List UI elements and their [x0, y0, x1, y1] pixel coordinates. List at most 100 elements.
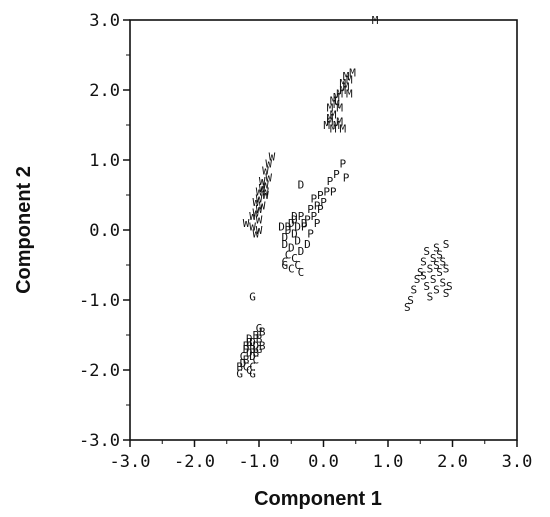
data-point-s: S — [436, 266, 443, 279]
data-point-b: B — [256, 333, 263, 346]
data-point-g: G — [236, 368, 243, 381]
data-point-p: P — [311, 210, 318, 223]
data-point-p: P — [314, 217, 321, 230]
data-point-m: M — [323, 119, 330, 132]
data-point-d: D — [298, 245, 305, 258]
data-point-s: S — [433, 242, 440, 255]
data-point-s: S — [440, 256, 447, 269]
y-tick-label: 2.0 — [89, 81, 120, 101]
data-point-c: C — [240, 350, 247, 363]
data-point-w: W — [256, 224, 263, 237]
data-point-c: C — [249, 361, 256, 374]
data-point-p: P — [340, 158, 347, 171]
data-point-w: W — [262, 179, 269, 192]
data-point-w: W — [252, 196, 259, 209]
data-point-s: S — [443, 263, 450, 276]
data-point-s: S — [440, 277, 447, 290]
data-point-m: M — [336, 102, 343, 115]
data-point-s: S — [436, 249, 443, 262]
data-point-s: S — [404, 301, 411, 314]
data-point-s: S — [420, 270, 427, 283]
data-point-d: D — [249, 350, 256, 363]
data-point-d: D — [278, 221, 285, 234]
data-point-s: S — [423, 245, 430, 258]
data-point-d: D — [281, 231, 288, 244]
data-point-d: D — [291, 210, 298, 223]
data-point-p: P — [333, 168, 340, 181]
data-point-d: D — [240, 357, 247, 370]
data-point-b: B — [249, 343, 256, 356]
data-point-w: W — [252, 207, 259, 220]
data-point-m: M — [372, 14, 379, 27]
data-point-d: D — [246, 347, 253, 360]
data-point-w: W — [243, 217, 250, 230]
data-point-d: D — [243, 343, 250, 356]
data-point-c: C — [243, 361, 250, 374]
data-point-w: W — [262, 165, 269, 178]
y-axis-title: Component 2 — [13, 166, 35, 294]
data-point-d: D — [291, 228, 298, 241]
data-point-d: D — [285, 224, 292, 237]
data-point-w: W — [259, 175, 266, 188]
data-point-g: G — [256, 322, 263, 335]
data-point-d: D — [285, 221, 292, 234]
data-point-b: B — [252, 347, 259, 360]
data-point-s: S — [414, 273, 421, 286]
axes: -3.0 -2.0 -1.0 0.0 1.0 2.0 3.0 3.0 2.0 1.0 0.0 -1.0… — [79, 11, 532, 472]
data-point-w: W — [262, 186, 269, 199]
data-point-d: D — [288, 217, 295, 230]
data-point-c: C — [288, 263, 295, 276]
data-point-p: P — [317, 203, 324, 216]
data-point-m: M — [327, 112, 334, 125]
data-point-m: M — [330, 109, 337, 122]
axis-labels: Component 1 Component 2 — [13, 166, 382, 510]
data-point-m: M — [330, 123, 337, 136]
x-tick-label: 1.0 — [373, 452, 404, 472]
data-point-p: P — [301, 221, 308, 234]
data-point-m: M — [343, 70, 350, 83]
data-point-d: D — [294, 221, 301, 234]
data-point-d: D — [249, 336, 256, 349]
data-point-p: P — [317, 189, 324, 202]
y-tick-label: 1.0 — [89, 151, 120, 171]
data-point-s: S — [443, 287, 450, 300]
y-tick-label: 0.0 — [89, 221, 120, 241]
data-point-m: M — [340, 123, 347, 136]
data-point-w: W — [269, 151, 276, 164]
data-point-d: D — [291, 214, 298, 227]
data-point-d: D — [294, 235, 301, 248]
data-point-b: B — [252, 329, 259, 342]
data-point-w: W — [256, 214, 263, 227]
data-point-s: S — [420, 256, 427, 269]
data-point-p: P — [314, 200, 321, 213]
data-point-p: P — [323, 186, 330, 199]
data-point-g: G — [281, 259, 288, 272]
data-point-g: G — [256, 343, 263, 356]
data-point-s: S — [430, 252, 437, 265]
data-point-w: W — [262, 189, 269, 202]
data-point-s: S — [430, 273, 437, 286]
data-point-m: M — [330, 95, 337, 108]
y-tick-label: -1.0 — [79, 291, 120, 311]
data-point-m: M — [333, 91, 340, 104]
data-point-w: W — [256, 203, 263, 216]
data-point-c: C — [281, 256, 288, 269]
data-point-w: W — [259, 182, 266, 195]
x-tick-label: 0.0 — [308, 452, 339, 472]
data-point-d: D — [298, 179, 305, 192]
data-point-b: B — [246, 336, 253, 349]
x-tick-label: -3.0 — [110, 452, 151, 472]
data-point-s: S — [427, 291, 434, 304]
data-point-s: S — [407, 294, 414, 307]
data-point-m: M — [349, 67, 356, 80]
data-point-m: M — [327, 116, 334, 129]
data-point-s: S — [433, 259, 440, 272]
x-tick-label: 2.0 — [437, 452, 468, 472]
data-point-s: S — [423, 280, 430, 293]
plot-frame — [129, 19, 518, 441]
data-point-g: G — [249, 368, 256, 381]
data-point-m: M — [346, 88, 353, 101]
data-point-s: S — [433, 284, 440, 297]
data-point-s: S — [410, 284, 417, 297]
